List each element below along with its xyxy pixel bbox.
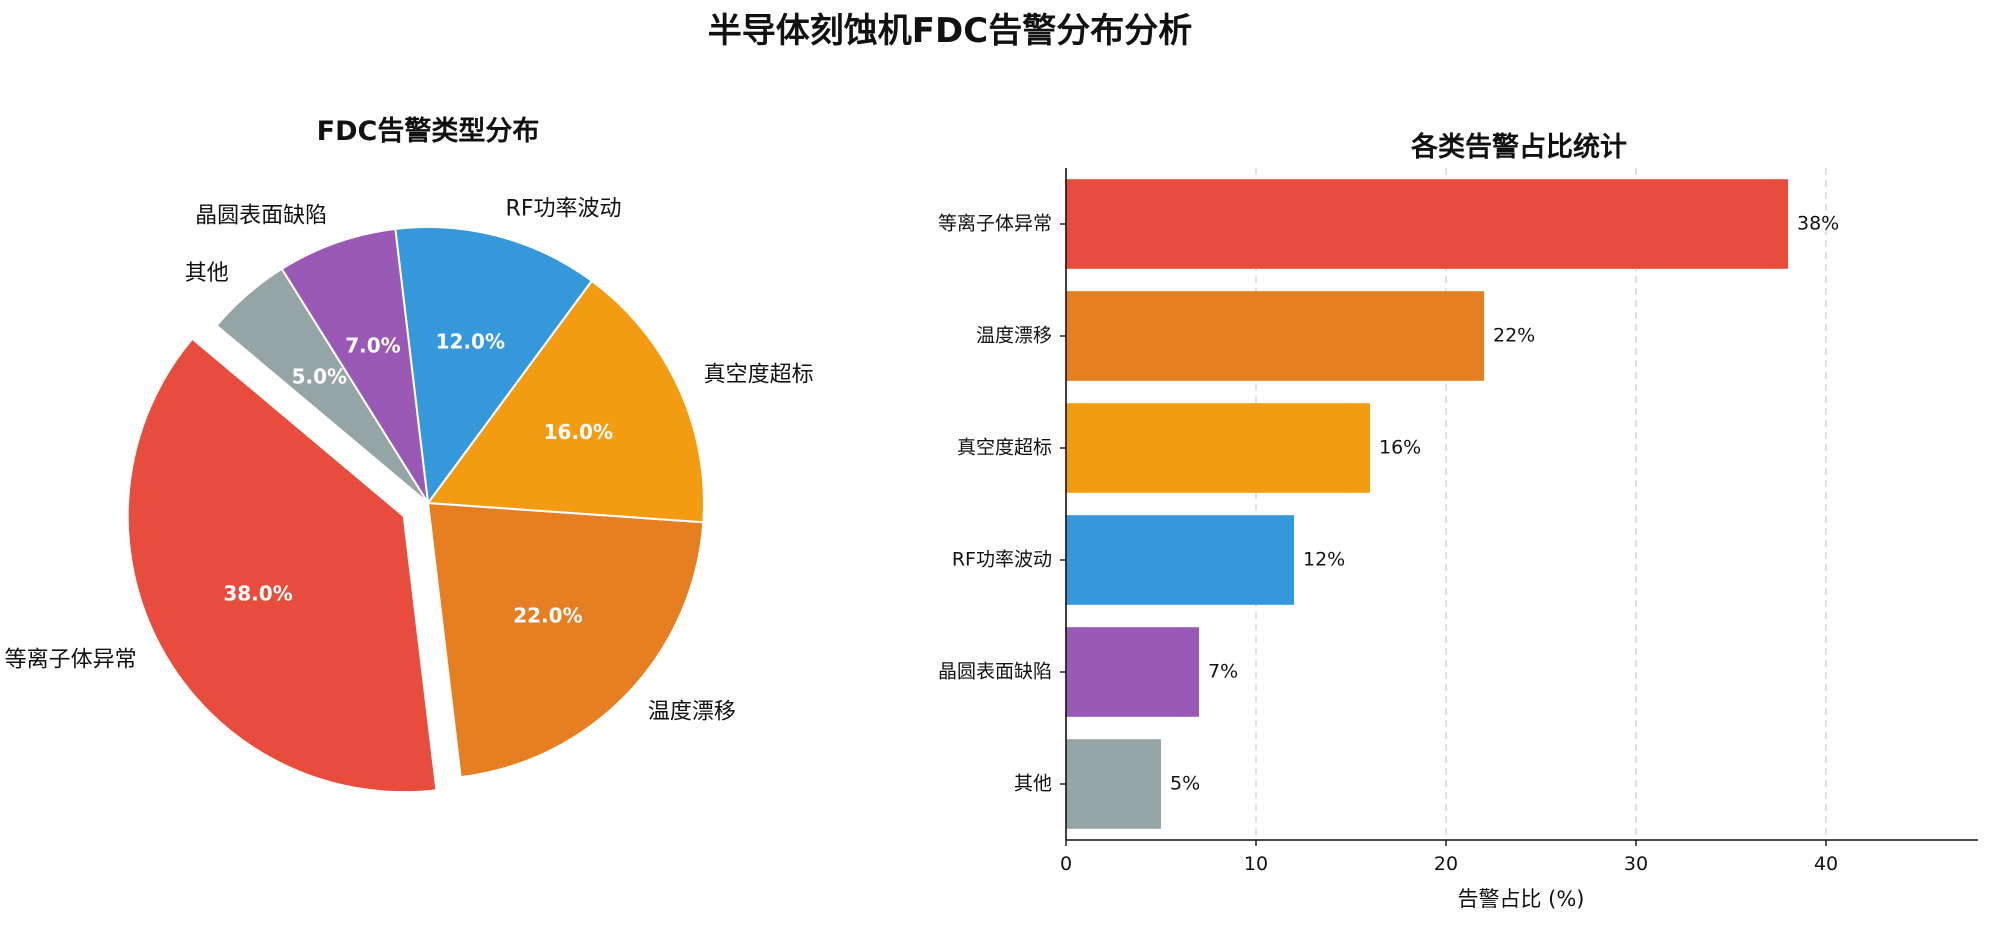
bar-chart: 各类告警占比统计 38% 22% 16% 12% 7% 5% 等离子体异常温度漂移真空度超… (938, 131, 1978, 911)
y-tick-label-item-3: 真空度超标 (957, 437, 1052, 459)
x-axis-title: 告警占比 (%) (1457, 887, 1584, 911)
bar-grid (1255, 168, 1827, 840)
x-tick-label-item-2: 10 (1244, 853, 1268, 875)
bar-value-label-item-3: 16% (1379, 437, 1421, 459)
x-tick-label-item-5: 40 (1814, 853, 1838, 875)
bar-item-6 (1066, 739, 1161, 829)
pie-label-item-4: RF功率波动 (506, 196, 622, 221)
bar-value-label-item-6: 5% (1170, 773, 1200, 795)
pie-pct-item-2: 22.0% (513, 604, 582, 628)
bar-value-label-item-1: 38% (1797, 213, 1839, 235)
bar-bars: 38% 22% 16% 12% 7% 5% (1066, 179, 1839, 829)
pie-slice-item-3 (426, 279, 705, 524)
bar-item-4 (1066, 515, 1294, 605)
pie-chart-title: FDC告警类型分布 (317, 116, 540, 147)
pie-slices (126, 226, 705, 794)
y-tick-label-item-4: RF功率波动 (952, 549, 1052, 571)
pie-pct-item-6: 5.0% (292, 365, 347, 389)
pie-pct-item-4: 12.0% (436, 329, 505, 353)
x-tick-label-item-4: 30 (1624, 853, 1648, 875)
pie-pct-item-5: 7.0% (345, 333, 400, 357)
bar-item-1 (1066, 179, 1788, 269)
pie-slice-item-4 (394, 226, 594, 506)
pie-slice-item-6 (215, 267, 429, 504)
pie-label-item-2: 温度漂移 (648, 699, 736, 724)
y-tick-label-item-6: 其他 (1014, 773, 1052, 795)
pie-slice-item-2 (426, 501, 705, 779)
pie-slice-item-1 (126, 337, 438, 794)
y-tick-label-item-2: 温度漂移 (976, 325, 1052, 347)
bar-item-3 (1066, 403, 1370, 493)
bar-item-5 (1066, 627, 1199, 717)
pie-labels: 等离子体异常 38.0% 温度漂移 22.0% 真空度超标 16.0% RF功率波动 12.0… (5, 196, 814, 724)
pie-label-item-5: 晶圆表面缺陷 (195, 204, 327, 229)
pie-slice-item-5 (280, 227, 429, 504)
bar-chart-title: 各类告警占比统计 (1410, 131, 1627, 163)
pie-pct-item-1: 38.0% (223, 581, 292, 605)
pie-label-item-1: 等离子体异常 (5, 648, 137, 673)
y-tick-label-item-1: 等离子体异常 (938, 213, 1052, 235)
pie-label-item-3: 真空度超标 (704, 363, 814, 388)
pie-pct-item-3: 16.0% (544, 420, 613, 444)
bar-item-2 (1066, 291, 1484, 381)
figure-title: 半导体刻蚀机FDC告警分布分析 (708, 11, 1192, 51)
x-tick-label-item-3: 20 (1434, 853, 1458, 875)
bar-value-label-item-2: 22% (1493, 325, 1535, 347)
pie-chart: FDC告警类型分布 等离子体异常 38.0% 温度漂移 22.0% 真空度超标 16.0%… (5, 116, 814, 794)
bar-value-label-item-5: 7% (1208, 661, 1238, 683)
x-tick-label-item-1: 0 (1060, 853, 1072, 875)
bar-value-label-item-4: 12% (1303, 549, 1345, 571)
pie-label-item-6: 其他 (185, 261, 229, 286)
y-tick-label-item-5: 晶圆表面缺陷 (938, 661, 1052, 683)
